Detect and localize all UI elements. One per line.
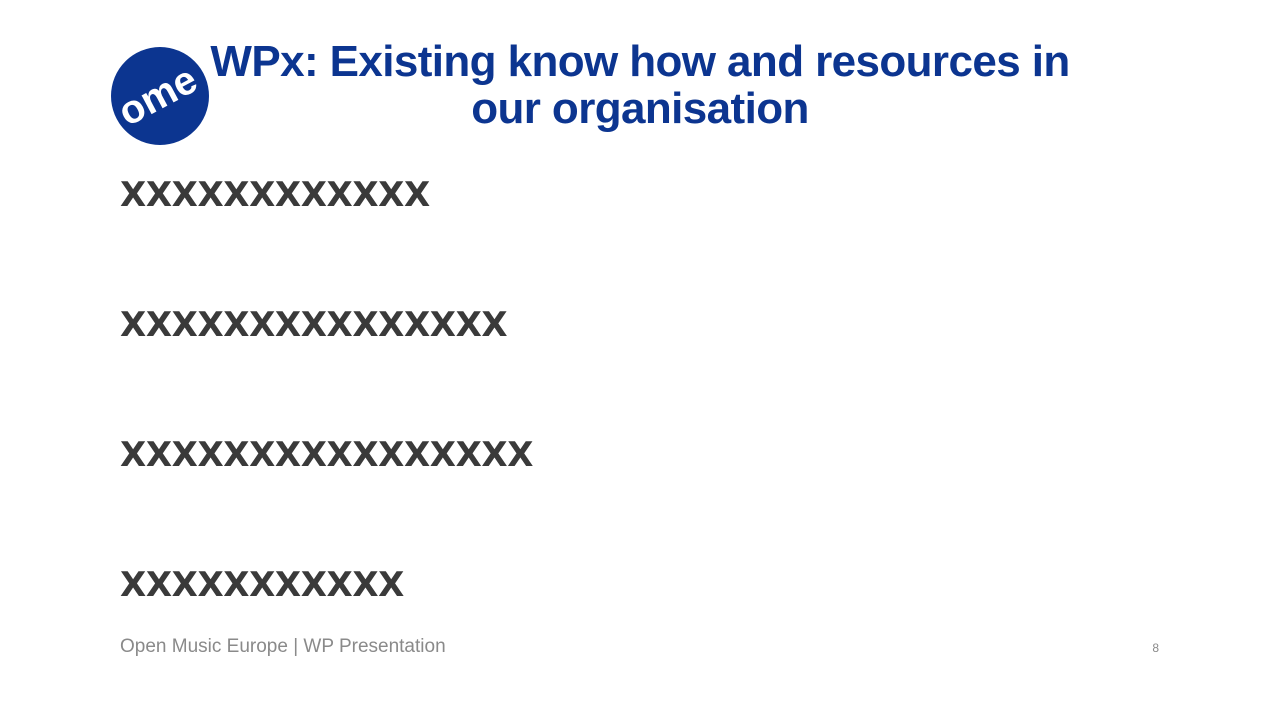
- bullet-item: XXXXXXXXXXXXXXXX: [120, 435, 534, 475]
- footer-text: Open Music Europe | WP Presentation: [120, 636, 446, 657]
- slide-title: WPx: Existing know how and resources in …: [210, 37, 1070, 133]
- logo-circle: [111, 47, 209, 145]
- bullet-item: XXXXXXXXXXXX: [120, 175, 430, 215]
- page-number: 8: [1152, 641, 1159, 655]
- bullet-item: XXXXXXXXXXXXXXX: [120, 305, 508, 345]
- bullet-item: XXXXXXXXXXX: [120, 565, 404, 605]
- ome-logo: ome: [111, 47, 209, 145]
